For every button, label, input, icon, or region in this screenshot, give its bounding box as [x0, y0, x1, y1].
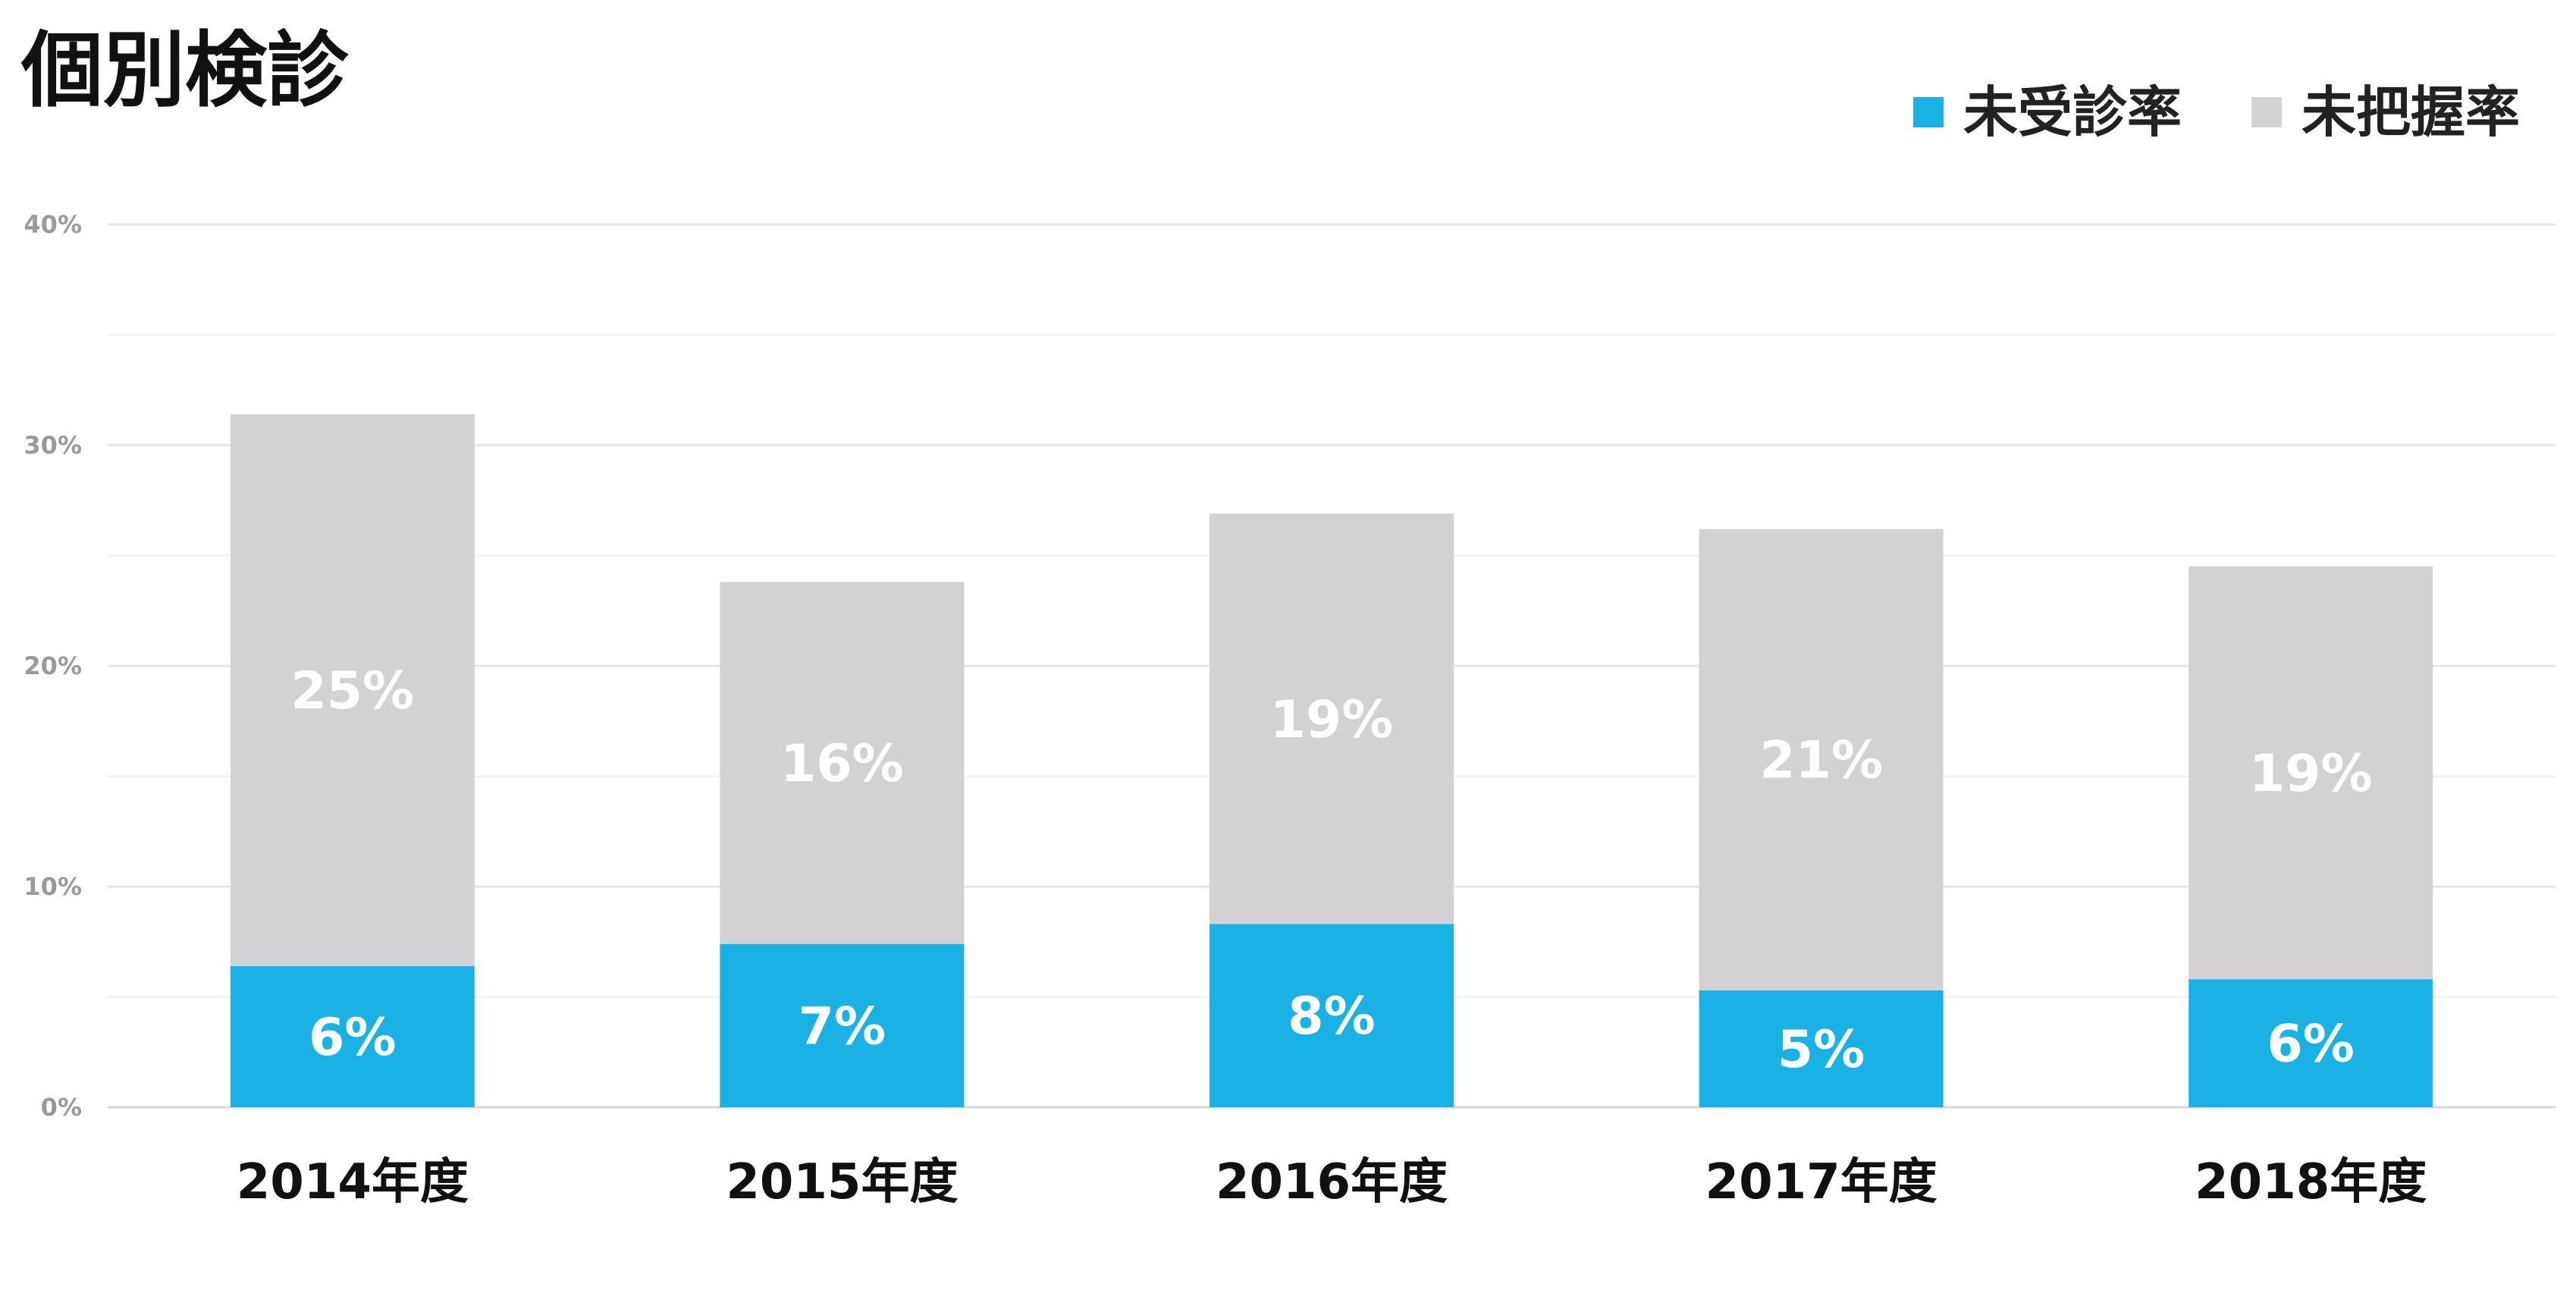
data-label: 21% — [1759, 731, 1883, 791]
x-tick-label: 2014年度 — [237, 1154, 469, 1210]
y-tick-label: 40% — [24, 210, 82, 239]
legend-item-unknown: 未把握率 — [2251, 85, 2520, 140]
data-label: 25% — [290, 661, 414, 721]
data-label: 16% — [780, 734, 904, 794]
y-axis-ticks: 0% 10% 20% 30% 40% — [24, 210, 82, 1122]
legend-label-unexamined: 未受診率 — [1963, 80, 2182, 144]
bar-segment-unexamined — [2189, 979, 2433, 1107]
y-tick-label: 10% — [24, 872, 82, 901]
bars: 6% 25% 7% 16% 8% 19% 5% 21% 6% 19% — [230, 414, 2433, 1107]
x-tick-label: 2015年度 — [726, 1154, 958, 1210]
y-tick-label: 30% — [24, 431, 82, 460]
x-tick-label: 2017年度 — [1705, 1154, 1937, 1210]
chart-title: 個別検診 — [21, 24, 350, 118]
data-label: 6% — [309, 1008, 396, 1068]
bar-segment-unknown — [1699, 529, 1944, 990]
x-tick-label: 2018年度 — [2195, 1154, 2427, 1210]
bar-segment-unexamined — [1210, 924, 1454, 1107]
bar-segment-unknown — [2189, 567, 2433, 980]
bar-segment-unknown — [1210, 513, 1454, 924]
data-label: 5% — [1777, 1020, 1865, 1080]
bar-segment-unexamined — [720, 943, 965, 1107]
legend-item-unexamined: 未受診率 — [1912, 80, 2182, 144]
data-label: 19% — [2249, 744, 2373, 804]
bar-segment-unknown — [230, 414, 475, 966]
bar-segment-unknown — [720, 582, 965, 944]
legend-swatch-unexamined — [1912, 97, 1944, 127]
data-label: 8% — [1288, 987, 1375, 1047]
legend-label-unknown: 未把握率 — [2301, 80, 2520, 144]
legend-swatch-unknown — [2251, 97, 2282, 127]
data-label: 7% — [799, 997, 886, 1056]
legend: 未受診率 未把握率 — [1912, 80, 2520, 144]
y-tick-label: 20% — [24, 651, 82, 680]
data-label: 19% — [1270, 690, 1394, 750]
x-axis-ticks: 2014年度 2015年度 2016年度 2017年度 2018年度 — [237, 1154, 2427, 1210]
bar-segment-unexamined — [1699, 990, 1944, 1107]
bar-segment-unexamined — [230, 965, 475, 1107]
x-tick-label: 2016年度 — [1216, 1154, 1448, 1210]
data-label: 6% — [2267, 1015, 2354, 1075]
y-tick-label: 0% — [41, 1093, 82, 1122]
